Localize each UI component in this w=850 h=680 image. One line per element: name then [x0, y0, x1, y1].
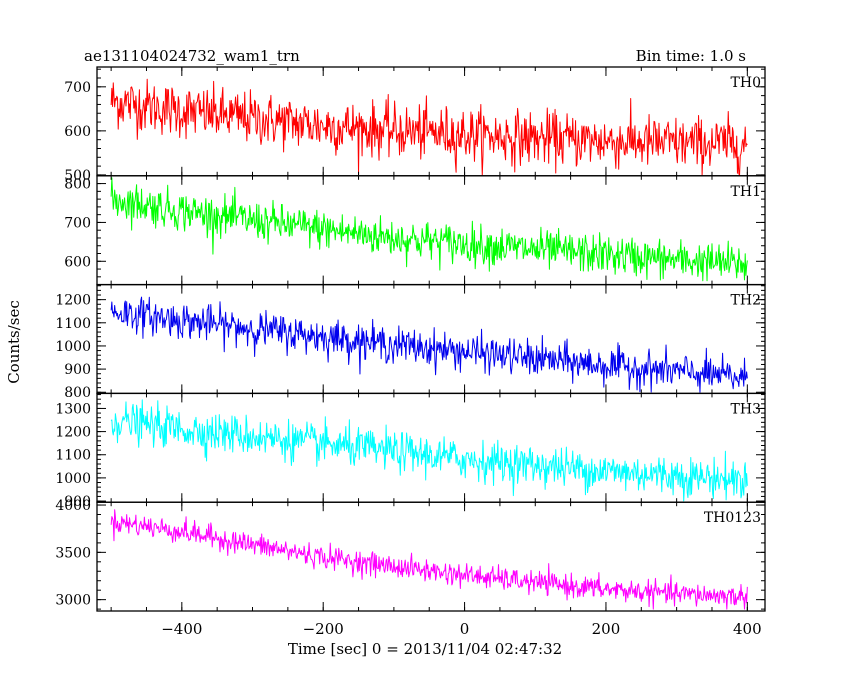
panel-label-th0123: TH0123: [704, 510, 761, 526]
series-line-th1: [110, 177, 748, 282]
y-tick-label: 3500: [55, 545, 91, 561]
panel-frame: [96, 66, 766, 177]
y-tick-label: 600: [64, 254, 91, 270]
panel-frame: [96, 392, 766, 503]
y-axis-label: Counts/sec: [5, 300, 23, 384]
y-tick-label: 800: [64, 177, 91, 193]
y-tick-label: 3000: [55, 593, 91, 609]
panel-th0: 500 600 700 TH0: [64, 66, 766, 184]
panel-label-th3: TH3: [731, 401, 761, 417]
panel-th0123: 3000 3500 4000 TH0123: [55, 498, 766, 612]
series-line-th0123: [110, 509, 748, 610]
x-tick-label: −200: [303, 620, 344, 638]
panel-frame: [96, 283, 766, 395]
y-tick-label: 4000: [55, 498, 91, 514]
x-tick-labels: −400 −200 0 200 400: [161, 620, 761, 638]
series-line-th0: [110, 78, 748, 176]
bin-time-label: Bin time: 1.0 s: [636, 47, 746, 65]
panel-label-th0: TH0: [731, 75, 761, 91]
y-tick-label: 900: [64, 494, 91, 510]
y-tick-label: 500: [64, 168, 91, 184]
panels-layer: 500 600 700 TH0 600 700 800 TH1 800 900 1000 1100 12…: [55, 66, 766, 612]
y-tick-label: 1000: [55, 471, 91, 487]
y-tick-label: 800: [64, 385, 91, 401]
x-tick-label: 0: [460, 620, 470, 638]
series-line-th2: [110, 296, 748, 393]
x-tick-label: 400: [733, 620, 762, 638]
panel-frame: [96, 501, 766, 612]
series-line-th3: [110, 399, 748, 502]
panel-th2: 800 900 1000 1100 1200 TH2: [55, 283, 766, 401]
y-tick-label: 1300: [55, 401, 91, 417]
x-tick-label: −400: [161, 620, 202, 638]
y-tick-label: 1200: [55, 425, 91, 441]
panel-label-th2: TH2: [731, 293, 761, 309]
panel-label-th1: TH1: [731, 184, 761, 200]
y-tick-label: 700: [64, 215, 91, 231]
x-axis-label: Time [sec] 0 = 2013/11/04 02:47:32: [288, 640, 562, 658]
y-tick-label: 600: [64, 124, 91, 140]
chart-title: ae131104024732_wam1_trn: [84, 47, 300, 65]
y-tick-label: 700: [64, 80, 91, 96]
y-tick-label: 1100: [55, 316, 91, 332]
y-tick-label: 1200: [55, 293, 91, 309]
panel-th3: 900 1000 1100 1200 1300 TH3: [55, 392, 766, 510]
y-tick-label: 1100: [55, 448, 91, 464]
y-tick-label: 1000: [55, 339, 91, 355]
y-tick-label: 900: [64, 362, 91, 378]
panel-th1: 600 700 800 TH1: [64, 175, 766, 286]
x-tick-label: 200: [592, 620, 621, 638]
